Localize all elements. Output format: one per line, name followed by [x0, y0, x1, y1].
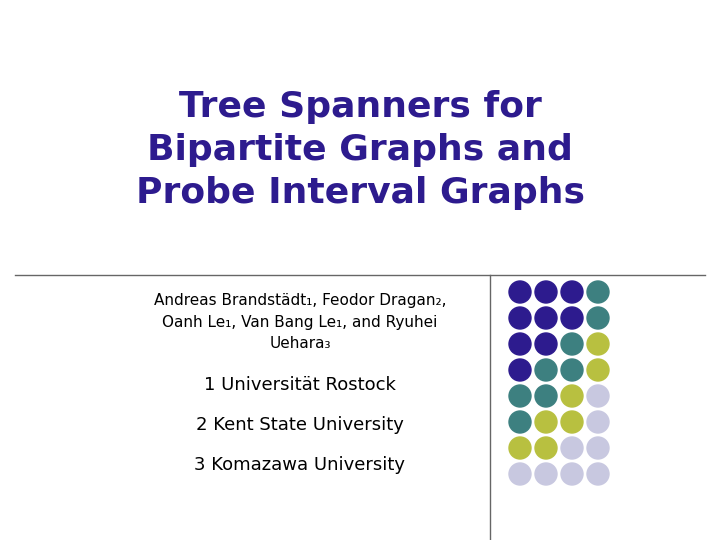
Circle shape	[509, 463, 531, 485]
Circle shape	[587, 307, 609, 329]
Circle shape	[535, 437, 557, 459]
Circle shape	[587, 359, 609, 381]
Circle shape	[535, 463, 557, 485]
Circle shape	[587, 333, 609, 355]
Circle shape	[509, 437, 531, 459]
Circle shape	[587, 411, 609, 433]
Circle shape	[509, 411, 531, 433]
Circle shape	[587, 463, 609, 485]
Text: 1 Universität Rostock: 1 Universität Rostock	[204, 376, 396, 394]
Circle shape	[561, 411, 583, 433]
Text: Tree Spanners for
Bipartite Graphs and
Probe Interval Graphs: Tree Spanners for Bipartite Graphs and P…	[135, 90, 585, 211]
Text: 3 Komazawa University: 3 Komazawa University	[194, 456, 405, 474]
Circle shape	[561, 463, 583, 485]
Circle shape	[561, 437, 583, 459]
Circle shape	[535, 333, 557, 355]
Circle shape	[509, 307, 531, 329]
Circle shape	[535, 307, 557, 329]
Text: 2 Kent State University: 2 Kent State University	[196, 416, 404, 434]
Circle shape	[561, 281, 583, 303]
Circle shape	[535, 281, 557, 303]
Circle shape	[587, 281, 609, 303]
Circle shape	[587, 385, 609, 407]
Circle shape	[509, 281, 531, 303]
Circle shape	[535, 359, 557, 381]
Circle shape	[561, 385, 583, 407]
Circle shape	[509, 359, 531, 381]
Circle shape	[561, 333, 583, 355]
Circle shape	[561, 307, 583, 329]
Text: Andreas Brandstädt₁, Feodor Dragan₂,
Oanh Le₁, Van Bang Le₁, and Ryuhei
Uehara₃: Andreas Brandstädt₁, Feodor Dragan₂, Oan…	[154, 293, 446, 351]
Circle shape	[509, 385, 531, 407]
Circle shape	[509, 333, 531, 355]
Circle shape	[535, 411, 557, 433]
Circle shape	[535, 385, 557, 407]
Circle shape	[561, 359, 583, 381]
Circle shape	[587, 437, 609, 459]
